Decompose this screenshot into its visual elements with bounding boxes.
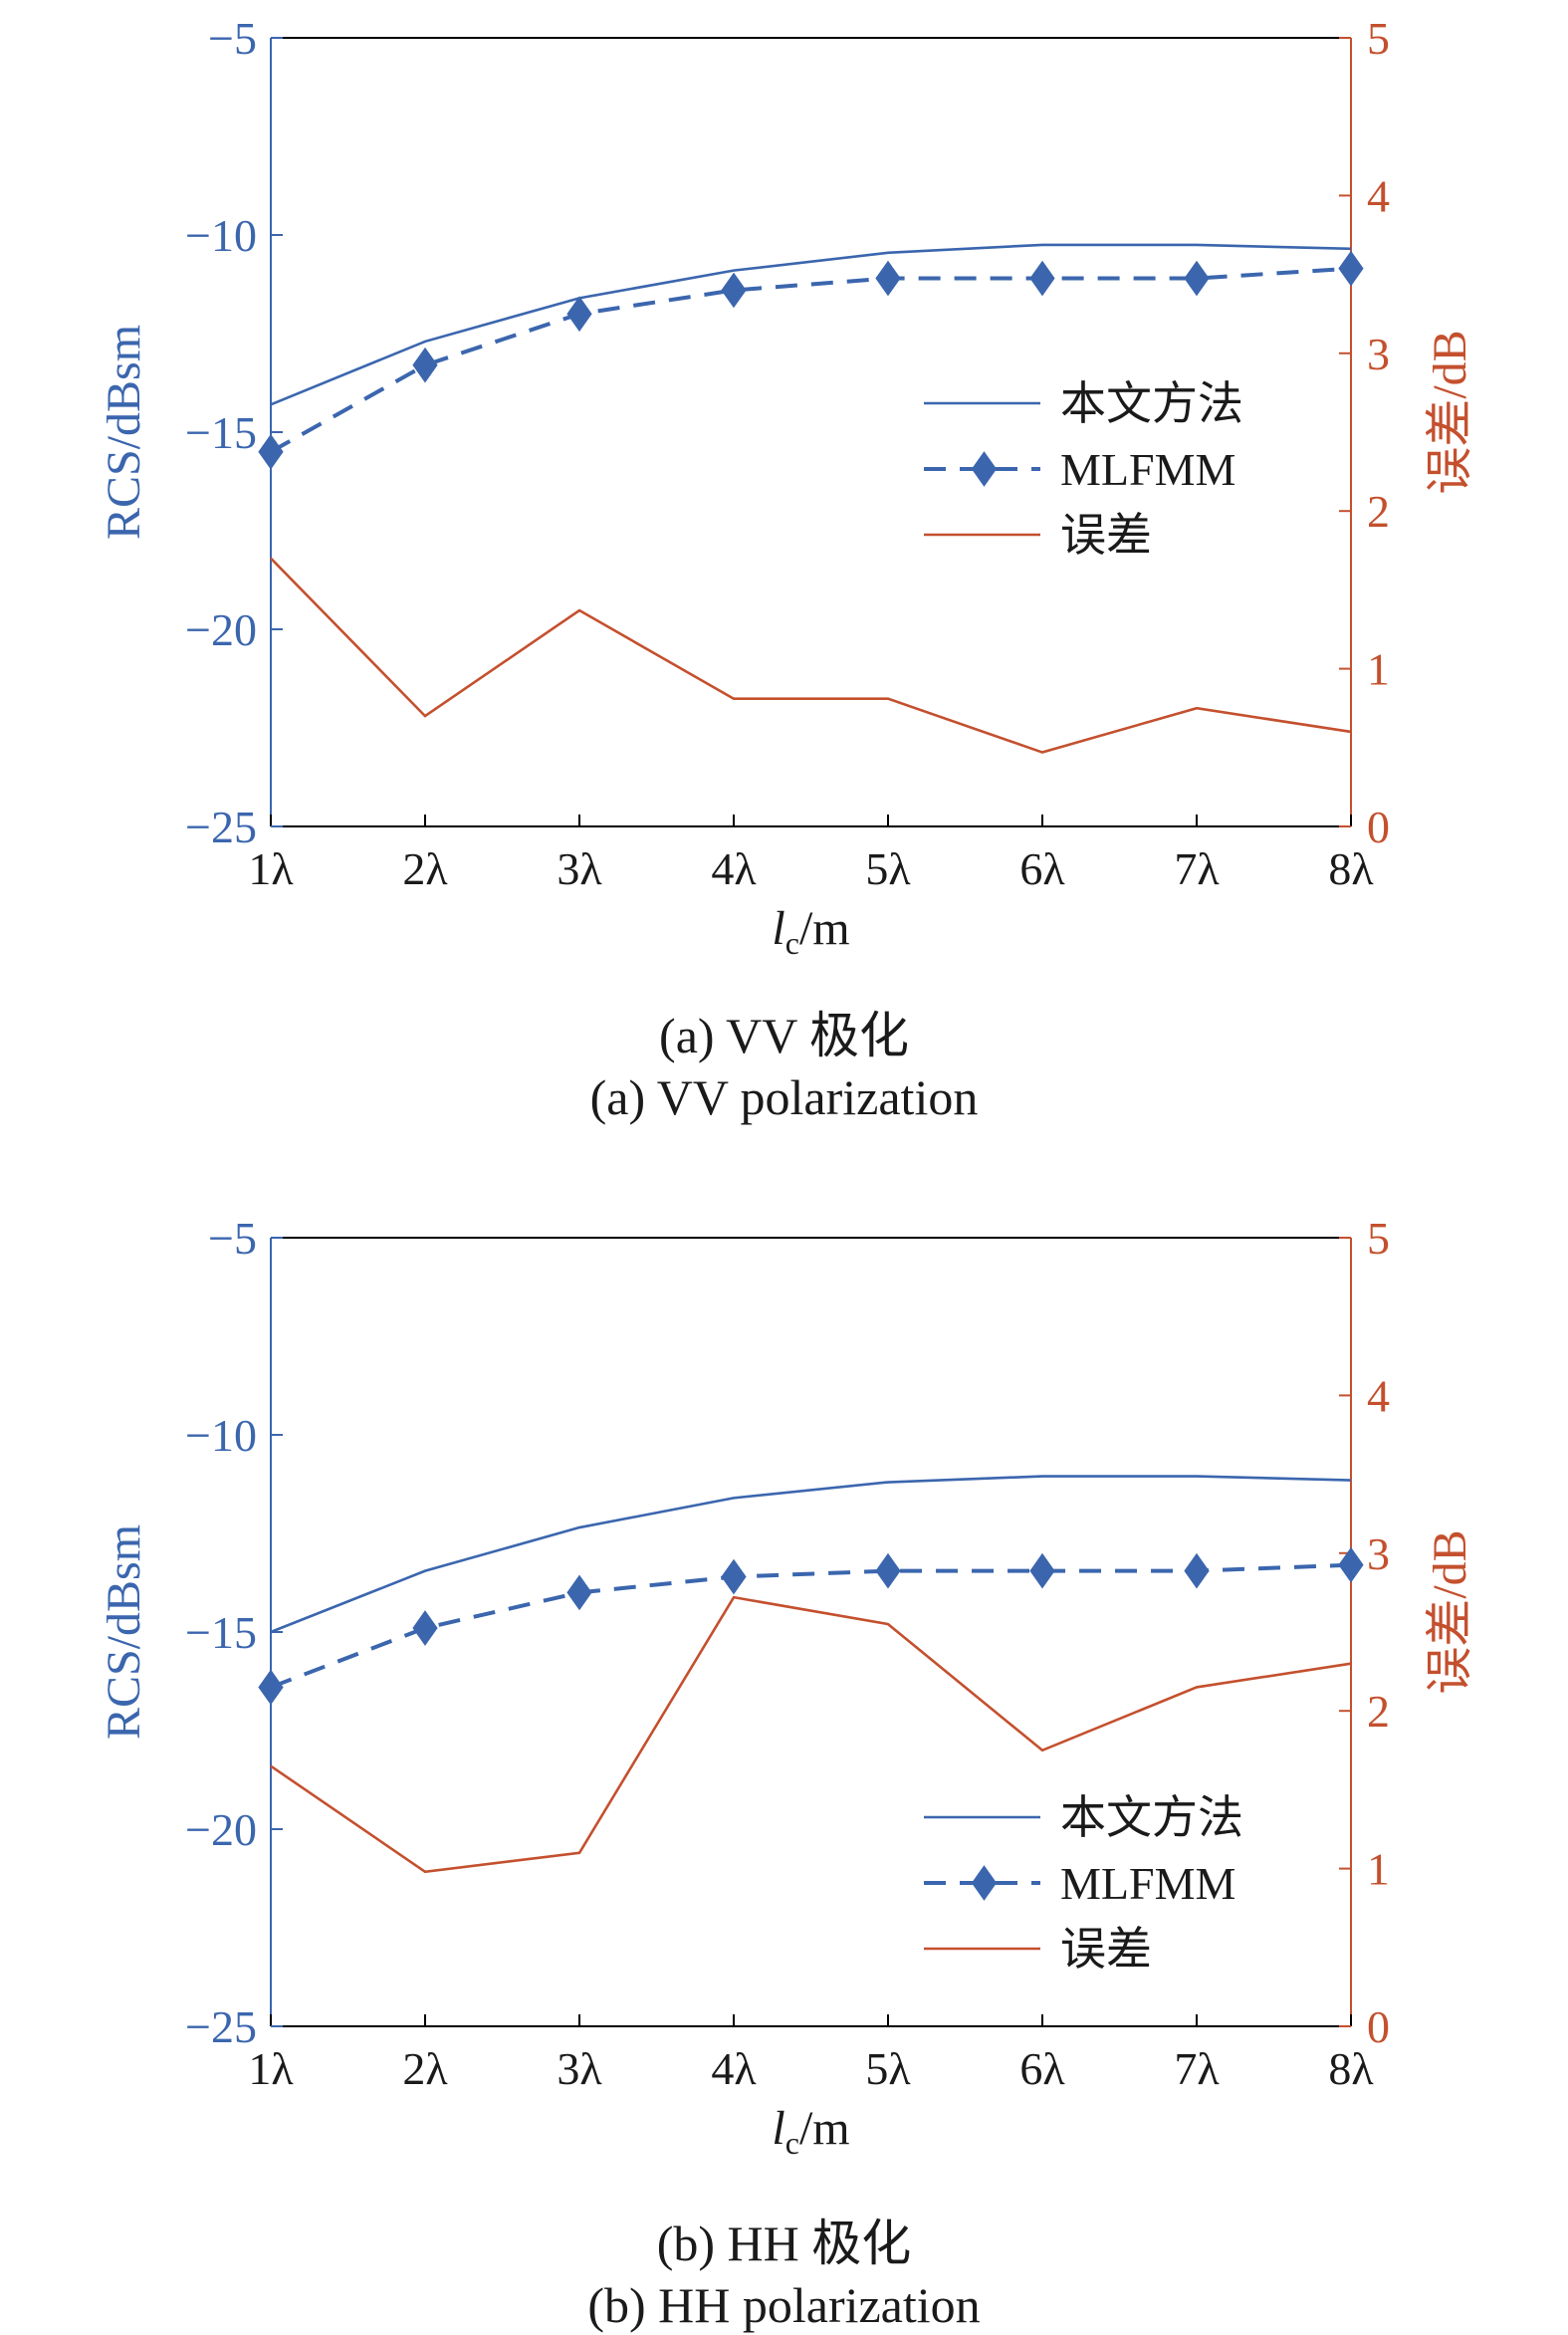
series-marker-1 <box>875 260 901 297</box>
series-marker-1 <box>721 1558 747 1595</box>
series-marker-1 <box>412 347 438 383</box>
y-right-tick-label: 2 <box>1367 1686 1390 1737</box>
x-tick-label: 7λ <box>1174 2043 1220 2094</box>
x-tick-label: 3λ <box>557 2043 602 2094</box>
series-line-2 <box>270 1595 1352 1874</box>
y-left-tick-label: −20 <box>185 1804 257 1855</box>
series-marker-1 <box>566 296 592 333</box>
x-tick-label: 5λ <box>865 2043 911 2094</box>
x-tick-label: 6λ <box>1019 2043 1065 2094</box>
legend-label-0: 本文方法 <box>1060 378 1243 429</box>
y-right-tick-label: 3 <box>1367 329 1390 379</box>
x-axis-title: lc/m <box>772 902 849 961</box>
legend-marker-1 <box>971 1865 998 1901</box>
y-left-tick-label: −15 <box>185 407 257 458</box>
y-right-axis-title: 误差/dB <box>1424 1529 1476 1694</box>
x-tick-label: 5λ <box>865 843 911 894</box>
legend-marker-1 <box>971 451 998 487</box>
series-marker-1 <box>258 433 284 470</box>
series-marker-1 <box>875 1552 901 1589</box>
y-right-axis-title: 误差/dB <box>1424 330 1476 494</box>
series-marker-1 <box>412 1610 438 1646</box>
y-right-tick-label: 5 <box>1367 13 1390 64</box>
series-marker-1 <box>1338 250 1364 287</box>
y-right-tick-label: 3 <box>1367 1528 1390 1579</box>
x-axis-title-unit: /m <box>799 2102 850 2155</box>
series-marker-1 <box>566 1574 592 1611</box>
legend-label-1: MLFMM <box>1060 1858 1235 1909</box>
caption-en-a: (a) VV polarization <box>589 1069 979 1125</box>
x-tick-label: 4λ <box>711 2043 757 2094</box>
x-axis-title-main: l <box>772 902 784 955</box>
caption-cn-b: (b) HH 极化 <box>656 2216 912 2271</box>
y-right-tick-label: 5 <box>1367 1213 1390 1264</box>
y-right-tick-label: 4 <box>1367 170 1390 221</box>
y-left-axis-title: RCS/dBsm <box>98 1524 150 1740</box>
x-tick-label: 4λ <box>711 843 757 894</box>
x-tick-label: 7λ <box>1174 843 1220 894</box>
y-left-tick-label: −25 <box>185 802 257 852</box>
caption-en-b: (b) HH polarization <box>587 2277 981 2333</box>
y-left-axis-title: RCS/dBsm <box>98 325 150 540</box>
legend-label-2: 误差 <box>1060 1924 1152 1975</box>
legend-label-0: 本文方法 <box>1060 1792 1243 1843</box>
y-right-tick-label: 1 <box>1367 644 1390 695</box>
series-marker-1 <box>721 272 747 309</box>
x-tick-label: 2λ <box>402 2043 448 2094</box>
x-axis-title-unit: /m <box>799 902 850 955</box>
x-tick-label: 6λ <box>1019 843 1065 894</box>
x-tick-label: 2λ <box>402 843 448 894</box>
series-marker-1 <box>1184 1552 1210 1589</box>
series-line-2 <box>270 557 1352 754</box>
x-axis-title-main: l <box>772 2102 784 2155</box>
y-left-tick-label: −20 <box>185 604 257 655</box>
series-marker-1 <box>1338 1546 1364 1583</box>
chart-panel-0: 1λ 2λ 3λ 4λ 5λ 6λ 7λ 8λ −25 −20 −15 −10 −5 0 1 2 3 4 5 RCS/… <box>98 13 1476 961</box>
chart-panel-1: 1λ 2λ 3λ 4λ 5λ 6λ 7λ 8λ −25 −20 −15 −10 −5 0 1 2 3 4 5 RCS/… <box>98 1213 1476 2161</box>
y-right-tick-label: 1 <box>1367 1844 1390 1895</box>
x-axis-title-sub: c <box>785 2125 799 2161</box>
y-left-tick-label: −15 <box>185 1607 257 1658</box>
series-marker-1 <box>1029 260 1055 297</box>
x-axis-title: lc/m <box>772 2102 849 2161</box>
x-tick-label: 8λ <box>1328 843 1374 894</box>
series-line-1 <box>270 1562 1352 1690</box>
x-tick-label: 3λ <box>557 843 602 894</box>
series-line-0 <box>270 1475 1352 1634</box>
y-left-tick-label: −25 <box>185 2001 257 2052</box>
x-tick-label: 8λ <box>1328 2043 1374 2094</box>
x-axis-title-sub: c <box>785 925 799 961</box>
y-right-tick-label: 0 <box>1367 802 1390 852</box>
series-marker-1 <box>1029 1552 1055 1589</box>
x-tick-label: 1λ <box>248 843 294 894</box>
legend-label-2: 误差 <box>1060 510 1152 561</box>
y-left-tick-label: −10 <box>185 210 257 261</box>
series-line-1 <box>270 266 1352 454</box>
y-left-tick-label: −5 <box>208 1213 257 1264</box>
series-line-0 <box>270 243 1352 406</box>
y-right-tick-label: 4 <box>1367 1370 1390 1421</box>
legend-label-1: MLFMM <box>1060 444 1235 495</box>
series-marker-1 <box>258 1669 284 1706</box>
y-right-tick-label: 0 <box>1367 2001 1390 2052</box>
y-right-tick-label: 2 <box>1367 486 1390 537</box>
x-tick-label: 1λ <box>248 2043 294 2094</box>
y-left-tick-label: −5 <box>208 13 257 64</box>
caption-cn-a: (a) VV 极化 <box>659 1008 909 1063</box>
series-marker-1 <box>1184 260 1210 297</box>
y-left-tick-label: −10 <box>185 1410 257 1461</box>
